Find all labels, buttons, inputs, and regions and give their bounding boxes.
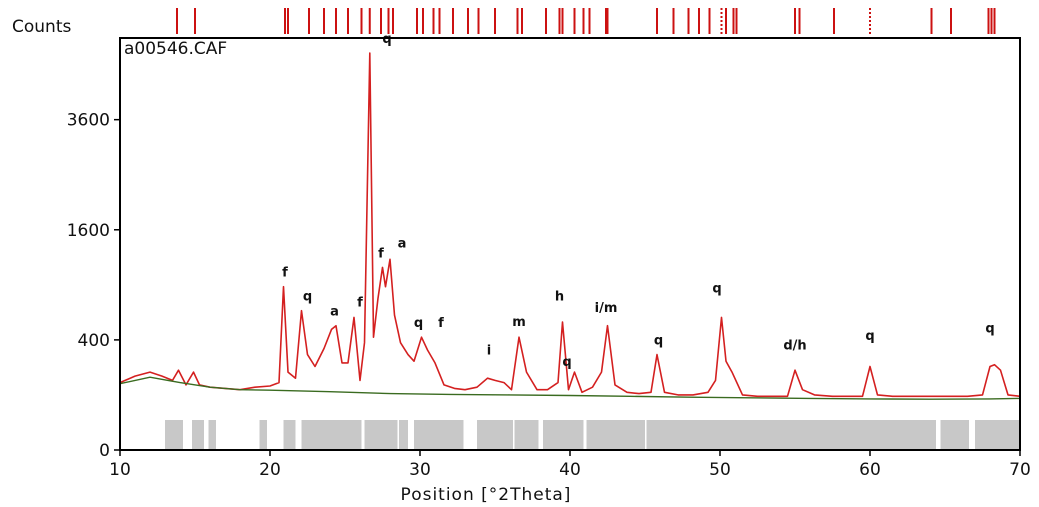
peak-label: q: [985, 322, 994, 337]
residual-band: [283, 420, 296, 450]
peak-label: f: [282, 266, 288, 281]
residual-band: [301, 420, 362, 450]
peak-label: f: [438, 316, 444, 331]
residual-band: [975, 420, 1020, 450]
peak-label: a: [398, 237, 407, 252]
peak-label: a: [330, 305, 339, 320]
y-axis-title: Counts: [12, 17, 71, 37]
y-tick-label: 3600: [67, 111, 110, 131]
x-tick-label: 30: [409, 460, 431, 480]
residual-bands: [165, 420, 1020, 450]
peak-label: i/m: [595, 301, 618, 316]
pattern-layer: [119, 52, 1021, 400]
axis-ticks: 10 20 30 40 50 60 70 0 400 1600 3600: [67, 111, 1031, 480]
x-tick-label: 60: [859, 460, 881, 480]
residual-band: [414, 420, 464, 450]
residual-band: [940, 420, 969, 450]
x-tick-label: 10: [109, 460, 131, 480]
plot-frame: [119, 37, 1021, 451]
reference-lines: [176, 8, 996, 34]
peak-label: d/h: [783, 339, 806, 354]
y-tick-label: 1600: [67, 221, 110, 241]
residual-band: [646, 420, 936, 450]
peak-label: q: [712, 281, 721, 296]
peak-label: h: [555, 290, 564, 305]
residual-band: [514, 420, 539, 450]
residual-band: [399, 420, 408, 450]
residual-band: [364, 420, 398, 450]
x-tick-label: 70: [1009, 460, 1031, 480]
sample-label: a00546.CAF: [124, 39, 227, 59]
peak-label: q: [303, 290, 312, 305]
peak-label: f: [357, 295, 363, 310]
y-tick-label: 400: [78, 331, 110, 351]
residual-band: [477, 420, 513, 450]
peak-label: q: [654, 334, 663, 349]
peak-label: q: [382, 32, 391, 47]
background-curve-line: [119, 376, 1021, 400]
residual-band: [165, 420, 183, 450]
residual-band: [208, 420, 216, 450]
peak-label: q: [865, 329, 874, 344]
diffraction-pattern-line: [119, 52, 1021, 398]
peak-label: q: [562, 355, 571, 370]
peak-label: f: [378, 246, 384, 261]
peak-label: q: [414, 316, 423, 331]
residual-band: [259, 420, 267, 450]
residual-band: [586, 420, 645, 450]
x-tick-label: 20: [259, 460, 281, 480]
x-axis-title: Position [°2Theta]: [401, 485, 572, 505]
x-tick-label: 50: [709, 460, 731, 480]
peak-label: m: [512, 315, 526, 330]
residual-band: [192, 420, 204, 450]
residual-band: [543, 420, 584, 450]
y-tick-label: 0: [99, 441, 110, 461]
peak-label: i: [487, 344, 491, 359]
x-tick-label: 40: [559, 460, 581, 480]
